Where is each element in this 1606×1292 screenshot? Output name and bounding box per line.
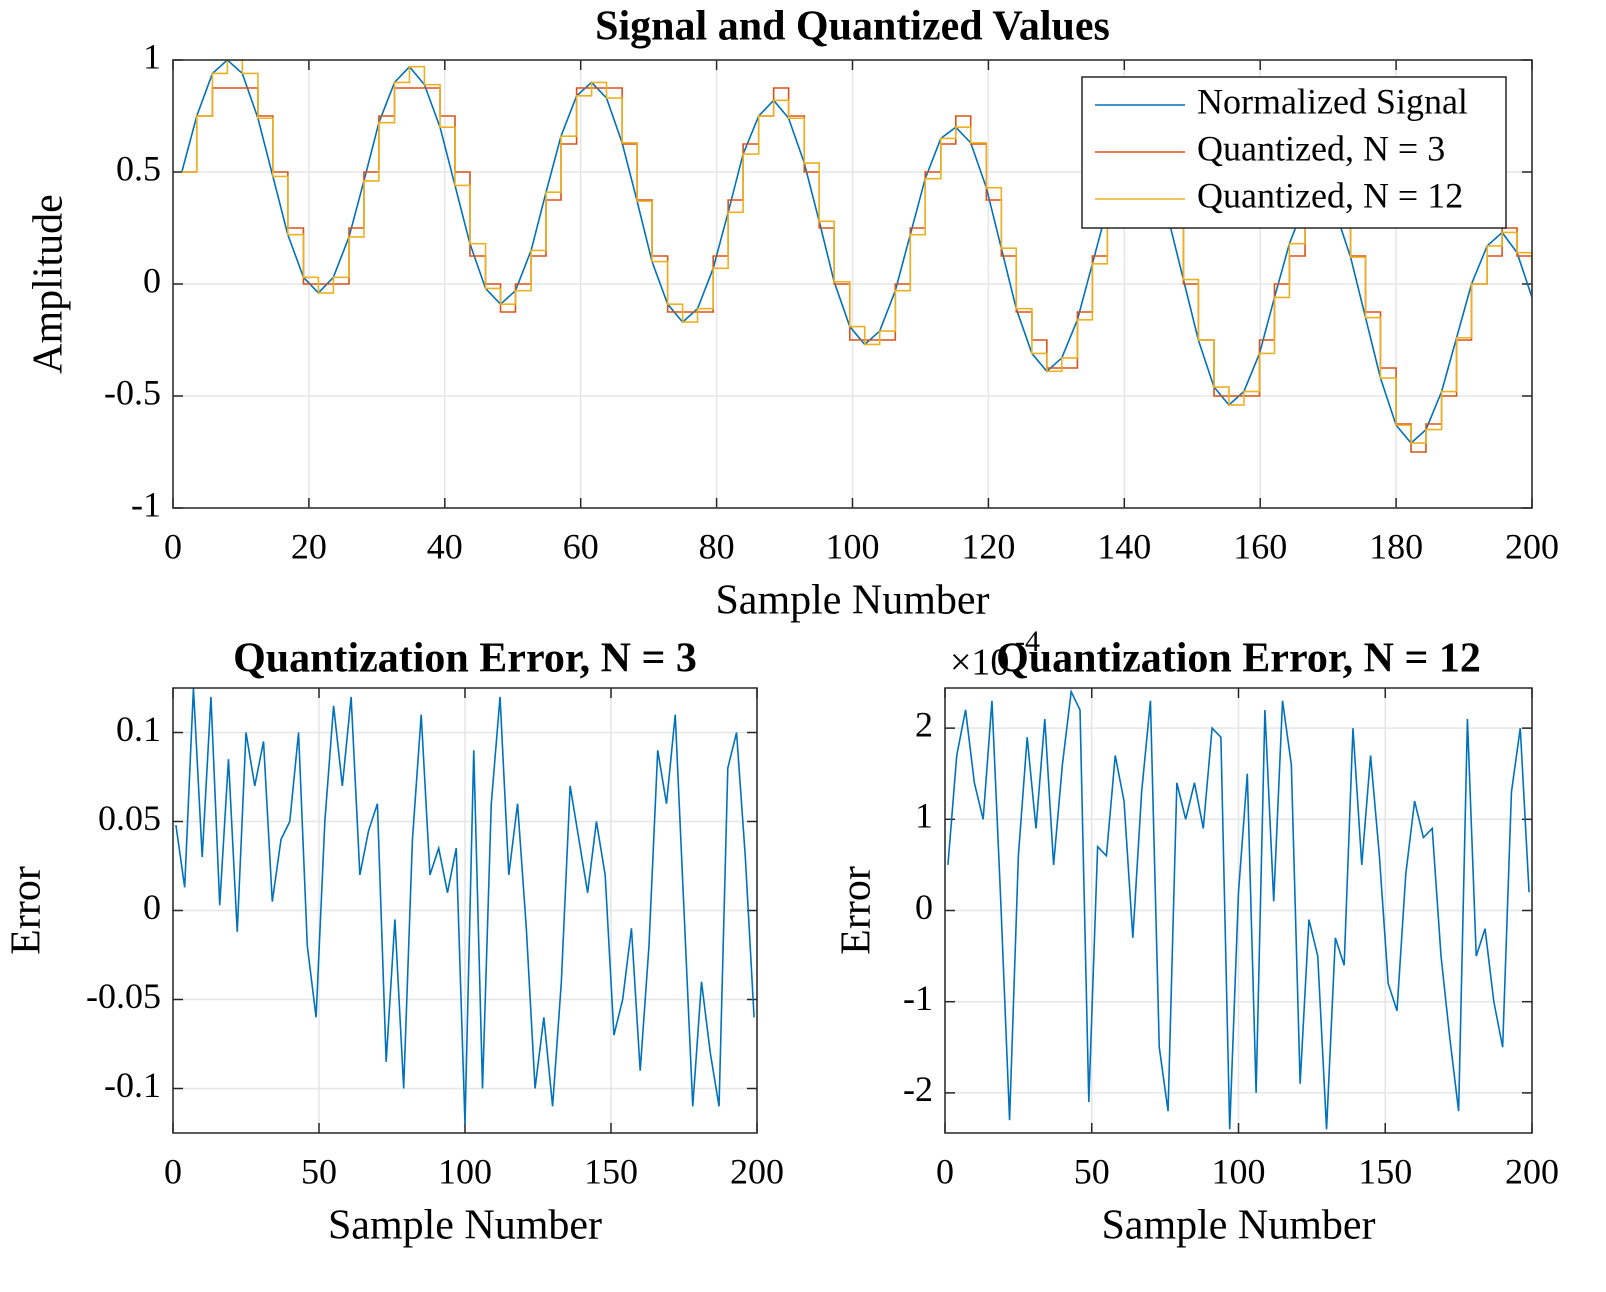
axes-box <box>944 687 1533 1134</box>
legend-label: Quantized, N = 3 <box>1197 128 1445 168</box>
x-tick-label: 200 <box>1505 1151 1559 1191</box>
y-tick-label: 1 <box>143 36 161 76</box>
legend-label: Normalized Signal <box>1197 81 1468 121</box>
data-line <box>175 688 755 1125</box>
x-tick-label: 50 <box>1074 1151 1110 1191</box>
y-axis-label: Error <box>834 866 880 955</box>
axes-title: Signal and Quantized Values <box>595 4 1110 50</box>
y-tick-label: 0 <box>143 260 161 300</box>
y-tick-label: -1 <box>903 978 933 1018</box>
x-tick-label: 0 <box>164 526 182 566</box>
y-tick-label: -1 <box>131 484 161 524</box>
x-tick-label: 80 <box>699 526 735 566</box>
x-tick-label: 100 <box>826 526 880 566</box>
x-tick-label: 20 <box>291 526 327 566</box>
x-tick-label: 120 <box>961 526 1015 566</box>
x-tick-label: 50 <box>301 1151 337 1191</box>
x-tick-label: 140 <box>1097 526 1151 566</box>
axes-title: Quantization Error, N = 12 <box>996 636 1481 682</box>
x-tick-label: 60 <box>563 526 599 566</box>
x-tick-label: 0 <box>164 1151 182 1191</box>
x-tick-label: 40 <box>427 526 463 566</box>
axes-title: Quantization Error, N = 3 <box>233 636 697 682</box>
x-axis-label: Sample Number <box>328 1203 602 1249</box>
data-line <box>947 688 1530 1130</box>
axes-box <box>172 687 758 1134</box>
y-axis-label: Amplitude <box>26 194 72 374</box>
x-tick-label: 180 <box>1369 526 1423 566</box>
y-tick-label: 0 <box>143 887 161 927</box>
y-tick-label: 0.1 <box>116 709 161 749</box>
x-tick-label: 100 <box>438 1151 492 1191</box>
y-tick-label: -2 <box>903 1069 933 1109</box>
axes-box <box>172 59 1533 509</box>
y-axis-label: Error <box>4 866 50 955</box>
y-tick-label: 0.05 <box>98 798 161 838</box>
y-tick-label: 2 <box>915 704 933 744</box>
x-axis-label: Sample Number <box>1101 1203 1375 1249</box>
y-tick-label: -0.05 <box>86 976 161 1016</box>
y-tick-label: 0.5 <box>116 148 161 188</box>
legend-label: Quantized, N = 12 <box>1197 175 1463 215</box>
x-tick-label: 150 <box>584 1151 638 1191</box>
x-tick-label: 160 <box>1233 526 1287 566</box>
x-tick-label: 200 <box>730 1151 784 1191</box>
y-tick-label: 1 <box>915 796 933 836</box>
x-tick-label: 100 <box>1212 1151 1266 1191</box>
y-tick-label: 0 <box>915 887 933 927</box>
y-tick-label: -0.5 <box>104 372 161 412</box>
x-tick-label: 150 <box>1358 1151 1412 1191</box>
x-tick-label: 200 <box>1505 526 1559 566</box>
y-tick-label: -0.1 <box>104 1065 161 1105</box>
y-multiplier: ×10 <box>950 642 1009 684</box>
y-multiplier-exponent: -4 <box>1015 625 1040 658</box>
x-tick-label: 0 <box>936 1151 954 1191</box>
x-axis-label: Sample Number <box>715 578 989 624</box>
